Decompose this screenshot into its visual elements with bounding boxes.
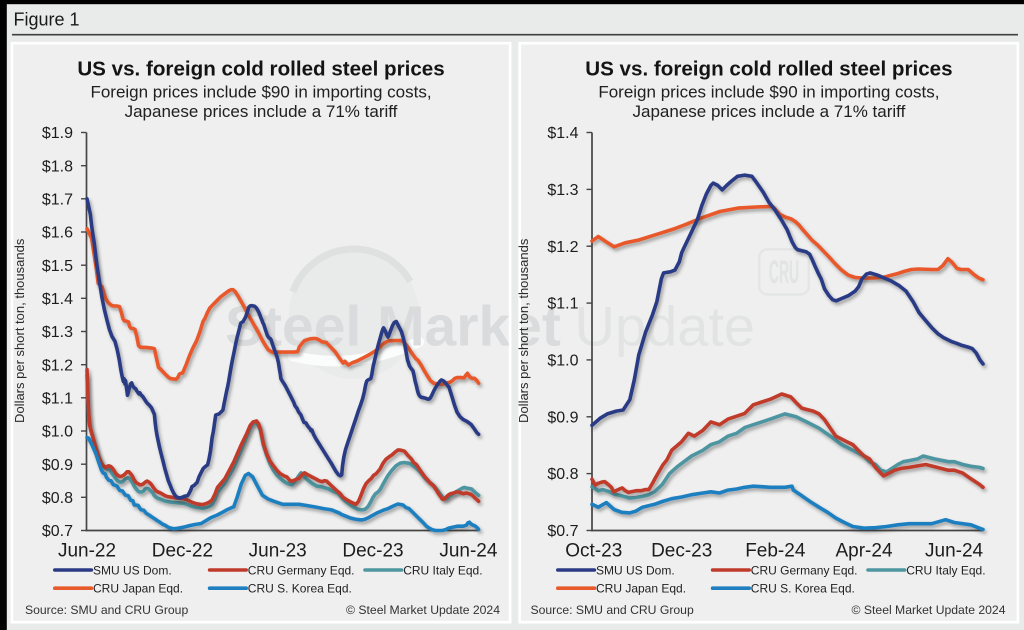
svg-text:© Steel Market Update 2024: © Steel Market Update 2024 [852,603,1006,617]
svg-text:$1.2: $1.2 [547,239,578,256]
svg-text:CRU S. Korea Eqd.: CRU S. Korea Eqd. [248,582,352,596]
svg-text:$1.3: $1.3 [42,324,73,341]
svg-text:$0.7: $0.7 [42,523,73,540]
svg-text:Apr-24: Apr-24 [835,541,892,562]
svg-text:Dollars per short ton, thousan: Dollars per short ton, thousands [12,238,27,423]
svg-text:$0.9: $0.9 [547,409,578,426]
svg-text:CRU Japan Eqd.: CRU Japan Eqd. [596,582,686,596]
svg-text:$1.0: $1.0 [547,353,578,370]
svg-text:Dec-23: Dec-23 [342,541,403,562]
svg-text:Japanese prices include a 71%: Japanese prices include a 71% tariff [125,102,398,121]
svg-text:US vs. foreign cold rolled ste: US vs. foreign cold rolled steel prices [77,58,444,81]
svg-text:$1.6: $1.6 [42,225,73,242]
svg-text:$0.8: $0.8 [42,490,73,507]
svg-text:Source: SMU and CRU Group: Source: SMU and CRU Group [531,603,694,617]
svg-text:Source: SMU and CRU Group: Source: SMU and CRU Group [25,603,188,617]
svg-text:$1.4: $1.4 [547,125,578,142]
svg-text:Foreign prices include $90 in: Foreign prices include $90 in importing … [90,83,431,102]
svg-text:$1.9: $1.9 [42,125,73,142]
svg-text:$1.0: $1.0 [42,424,73,441]
svg-text:Dec-22: Dec-22 [152,541,213,562]
svg-text:$0.7: $0.7 [547,523,578,540]
svg-text:Feb-24: Feb-24 [745,541,806,562]
svg-text:Dec-23: Dec-23 [651,541,712,562]
svg-text:Steel Market: Steel Market [225,295,561,359]
svg-text:© Steel Market Update 2024: © Steel Market Update 2024 [346,603,500,617]
svg-text:Update: Update [575,295,756,358]
svg-text:CRU Japan Eqd.: CRU Japan Eqd. [93,582,183,596]
svg-text:US vs. foreign cold rolled ste: US vs. foreign cold rolled steel prices [585,58,952,81]
svg-text:$1.8: $1.8 [42,158,73,175]
svg-text:CRU S. Korea Eqd.: CRU S. Korea Eqd. [751,582,855,596]
svg-text:$0.8: $0.8 [547,466,578,483]
svg-text:$1.3: $1.3 [547,182,578,199]
svg-text:Japanese prices include a 71%: Japanese prices include a 71% tariff [633,102,906,121]
svg-text:$0.9: $0.9 [42,457,73,474]
svg-text:CRU Germany Eqd.: CRU Germany Eqd. [751,563,858,577]
svg-text:Jun-23: Jun-23 [249,541,307,562]
svg-text:$1.7: $1.7 [42,191,73,208]
svg-text:SMU US Dom.: SMU US Dom. [93,563,172,577]
svg-text:Dollars per short ton, thousan: Dollars per short ton, thousands [516,238,531,423]
svg-text:CRU Germany Eqd.: CRU Germany Eqd. [248,563,355,577]
svg-text:CRU: CRU [769,256,799,291]
svg-text:$1.1: $1.1 [42,390,73,407]
svg-text:Figure 1: Figure 1 [14,10,80,30]
svg-text:$1.1: $1.1 [547,296,578,313]
svg-text:Foreign prices include $90 in: Foreign prices include $90 in importing … [598,83,939,102]
svg-text:$1.4: $1.4 [42,291,73,308]
svg-text:Oct-23: Oct-23 [565,541,622,562]
svg-text:CRU Italy Eqd.: CRU Italy Eqd. [403,563,482,577]
svg-text:Jun-24: Jun-24 [925,541,984,562]
svg-text:Jun-24: Jun-24 [439,541,498,562]
svg-text:SMU US Dom.: SMU US Dom. [596,563,675,577]
svg-text:$1.2: $1.2 [42,357,73,374]
svg-text:CRU Italy Eqd.: CRU Italy Eqd. [906,563,985,577]
svg-text:Jun-22: Jun-22 [58,541,116,562]
svg-text:$1.5: $1.5 [42,258,73,275]
